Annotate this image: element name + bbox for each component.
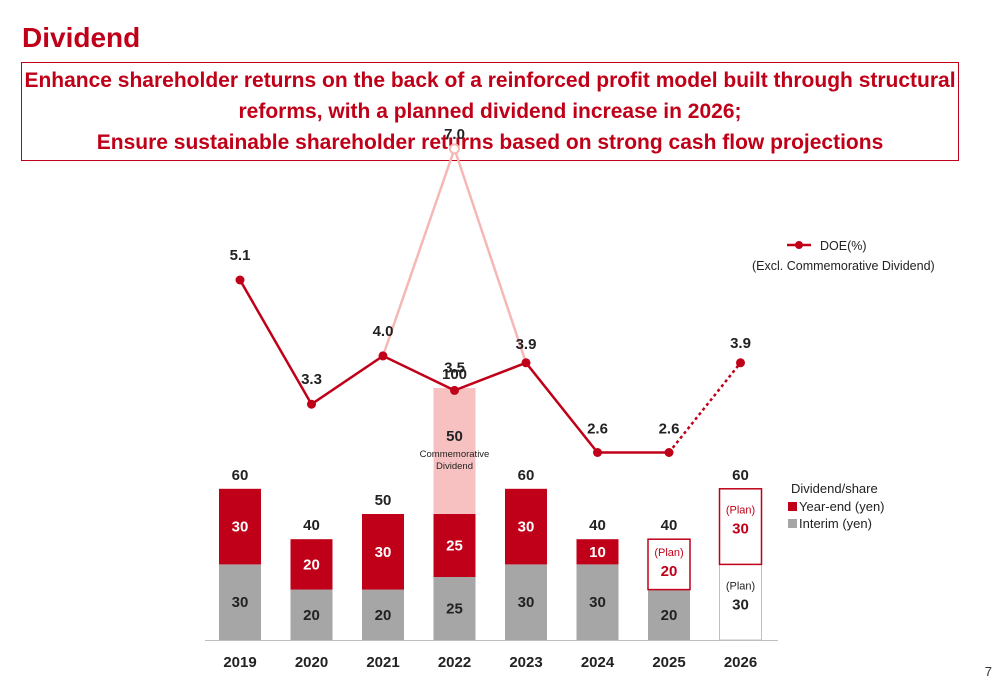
label-interim-2023: 30 — [518, 594, 535, 611]
headline-box: Enhance shareholder returns on the back … — [21, 62, 959, 161]
doe-point-2024 — [593, 448, 602, 457]
doe-point-2021 — [378, 351, 388, 361]
label-interim-2021: 20 — [375, 607, 392, 624]
doe-point-incl-commemorative — [449, 143, 460, 155]
doe-line-incl-commemorative — [381, 145, 528, 364]
doe-label-2021: 4.0 — [373, 323, 394, 340]
doe-label-2024: 2.6 — [587, 421, 608, 438]
label-total-2019: 60 — [232, 467, 249, 484]
label-year-end-2023: 30 — [518, 519, 535, 536]
doe-label-2022: 3.5 — [444, 359, 465, 376]
bar-year-end-2024 — [576, 539, 619, 565]
doe-line-planned — [668, 362, 742, 454]
doe-point-2025 — [664, 448, 674, 457]
label-total-2023: 60 — [518, 467, 535, 484]
bar-year-end-2023 — [505, 488, 547, 565]
commemorative-caption-line-2: Dividend — [436, 461, 473, 472]
bar-interim-2019 — [219, 564, 261, 640]
doe-point-2026 — [736, 358, 745, 368]
bar-year-end-2026 — [718, 488, 763, 566]
label-total-2025: 40 — [661, 517, 678, 534]
headline-line-2: reforms, with a planned dividend increas… — [238, 100, 742, 123]
bar-year-end-2025 — [647, 538, 691, 591]
label-interim-2024: 30 — [589, 594, 606, 611]
bar-interim-2021 — [362, 589, 404, 640]
headline-line-1: Enhance shareholder returns on the back … — [24, 69, 956, 92]
label-total-2021: 50 — [375, 492, 392, 509]
bar-interim-2024 — [576, 564, 619, 640]
legend-bar-title: Dividend/share — [791, 481, 878, 496]
x-tick-label-2019: 2019 — [223, 654, 256, 671]
label-interim-2019: 30 — [232, 594, 249, 611]
label-interim-2022: 25 — [446, 601, 463, 618]
legend-interim-label: Interim (yen) — [799, 516, 872, 531]
bar-year-end-2019 — [219, 488, 261, 565]
x-tick-label-2020: 2020 — [295, 654, 328, 671]
plan-tag-year-end-2026: (Plan) — [726, 505, 755, 517]
page-number: 7 — [984, 664, 992, 679]
label-commemorative-2022: 50 — [446, 428, 463, 445]
doe-label-2025: 2.6 — [659, 421, 680, 438]
doe-point-2023 — [521, 358, 531, 368]
doe-label-2026: 3.9 — [730, 335, 751, 352]
bar-interim-2023 — [505, 564, 547, 640]
bar-year-end-2020 — [290, 539, 333, 590]
label-year-end-2022: 25 — [446, 538, 463, 555]
bar-interim-2020 — [290, 589, 333, 640]
headline-line-3: Ensure sustainable shareholder returns b… — [96, 131, 884, 154]
bar-interim-2026 — [719, 563, 762, 641]
legend-year-end-label: Year-end (yen) — [799, 499, 885, 514]
doe-point-2019 — [235, 275, 245, 285]
label-total-2026: 60 — [732, 467, 749, 484]
legend-doe-marker — [795, 241, 803, 249]
label-total-2022: 100 — [442, 366, 467, 383]
x-tick-label-2021: 2021 — [366, 654, 399, 671]
legend-doe-label: DOE(%) — [820, 239, 867, 253]
page-title: Dividend — [22, 22, 141, 53]
label-interim-2020: 20 — [303, 607, 320, 624]
label-total-2024: 40 — [589, 517, 606, 534]
plan-tag-interim-2026: (Plan) — [726, 580, 755, 592]
legend-interim-swatch — [788, 519, 797, 528]
doe-label-incl-commemorative: 7.0 — [444, 126, 465, 143]
bar-interim-2025 — [648, 589, 690, 640]
bar-year-end-2022 — [433, 514, 476, 577]
label-year-end-2026: 30 — [732, 521, 749, 538]
label-year-end-2025: 20 — [661, 563, 678, 580]
doe-point-2022 — [450, 385, 459, 395]
bar-commemorative-2022 — [433, 388, 476, 514]
x-tick-label-2025: 2025 — [652, 654, 685, 671]
label-year-end-2019: 30 — [232, 519, 249, 536]
legend-year-end-swatch — [788, 502, 797, 511]
x-tick-label-2024: 2024 — [581, 654, 615, 671]
doe-label-2019: 5.1 — [230, 247, 251, 264]
label-total-2020: 40 — [303, 517, 320, 534]
plan-tag-year-end-2025: (Plan) — [654, 547, 683, 559]
label-year-end-2021: 30 — [375, 544, 392, 561]
x-tick-label-2022: 2022 — [438, 654, 471, 671]
label-year-end-2020: 20 — [303, 556, 320, 573]
x-tick-label-2026: 2026 — [724, 654, 757, 671]
doe-label-2020: 3.3 — [301, 371, 322, 388]
x-tick-label-2023: 2023 — [509, 654, 542, 671]
legend-doe-subtitle: (Excl. Commemorative Dividend) — [752, 259, 935, 273]
doe-label-2023: 3.9 — [516, 336, 537, 353]
bar-year-end-2021 — [362, 514, 404, 590]
bar-interim-2022 — [433, 577, 476, 640]
doe-point-2020 — [307, 399, 316, 409]
commemorative-caption-line-1: Commemorative — [420, 449, 490, 460]
label-year-end-2024: 10 — [589, 544, 606, 561]
label-interim-2025: 20 — [661, 607, 678, 624]
label-interim-2026: 30 — [732, 596, 749, 613]
